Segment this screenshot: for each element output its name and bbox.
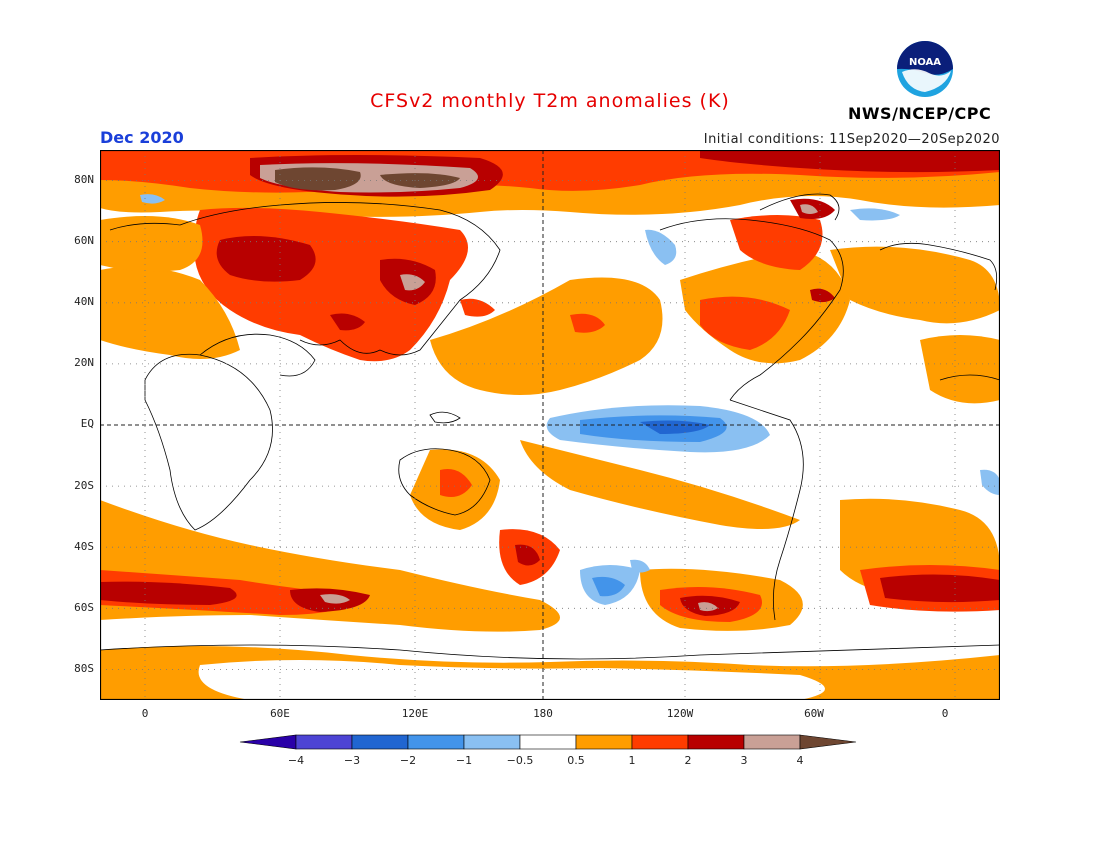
colorbar-swatch — [407, 734, 465, 750]
colorbar-swatch — [351, 734, 409, 750]
colorbar-label: 2 — [685, 754, 692, 767]
colorbar-swatch — [239, 734, 297, 750]
colorbar-swatch — [519, 734, 577, 750]
colorbar-swatch — [295, 734, 353, 750]
colorbar-label: 4 — [797, 754, 804, 767]
colorbar-swatch — [575, 734, 633, 750]
lat-label-80n: 80N — [74, 173, 94, 186]
colorbar-label: −3 — [344, 754, 360, 767]
chart-title: CFSv2 monthly T2m anomalies (K) — [370, 90, 730, 112]
lat-label-eq: EQ — [80, 417, 94, 430]
lat-label-20n: 20N — [74, 356, 94, 369]
initial-conditions: Initial conditions: 11Sep2020—20Sep2020 — [703, 132, 1000, 147]
noaa-logo-text: NOAA — [909, 57, 941, 68]
lat-label-60n: 60N — [74, 234, 94, 247]
colorbar-swatch — [799, 734, 857, 750]
colorbar-label: −2 — [400, 754, 416, 767]
lon-label-180: 180 — [533, 707, 553, 720]
noaa-logo-icon: NOAA — [897, 41, 953, 97]
lat-label-40n: 40N — [74, 295, 94, 308]
map-frame — [100, 150, 1000, 700]
colorbar-label: 1 — [629, 754, 636, 767]
colorbar-label: 3 — [741, 754, 748, 767]
colorbar-label: −1 — [456, 754, 472, 767]
lon-label-120e: 120E — [401, 707, 429, 720]
forecast-month: Dec 2020 — [100, 128, 184, 147]
colorbar-label: −4 — [288, 754, 304, 767]
lon-label-60w: 60W — [804, 707, 824, 720]
lon-label-0-east: 0 — [941, 707, 949, 720]
colorbar-swatch — [743, 734, 801, 750]
lon-label-120w: 120W — [666, 707, 694, 720]
lat-label-60s: 60S — [74, 601, 94, 614]
lat-label-20s: 20S — [74, 479, 94, 492]
colorbar-label: −0.5 — [507, 754, 534, 767]
lon-label-60e: 60E — [270, 707, 290, 720]
agency-label: NWS/NCEP/CPC — [848, 104, 992, 123]
anomaly-map — [100, 150, 1000, 700]
lon-label-0: 0 — [141, 707, 149, 720]
lat-label-80s: 80S — [74, 662, 94, 675]
colorbar: −4 −3 −2 −1 −0.5 0.5 1 2 3 4 — [239, 734, 857, 767]
lat-label-40s: 40S — [74, 540, 94, 553]
colorbar-swatch — [463, 734, 521, 750]
colorbar-swatch — [631, 734, 689, 750]
colorbar-swatch — [687, 734, 745, 750]
colorbar-label: 0.5 — [567, 754, 585, 767]
